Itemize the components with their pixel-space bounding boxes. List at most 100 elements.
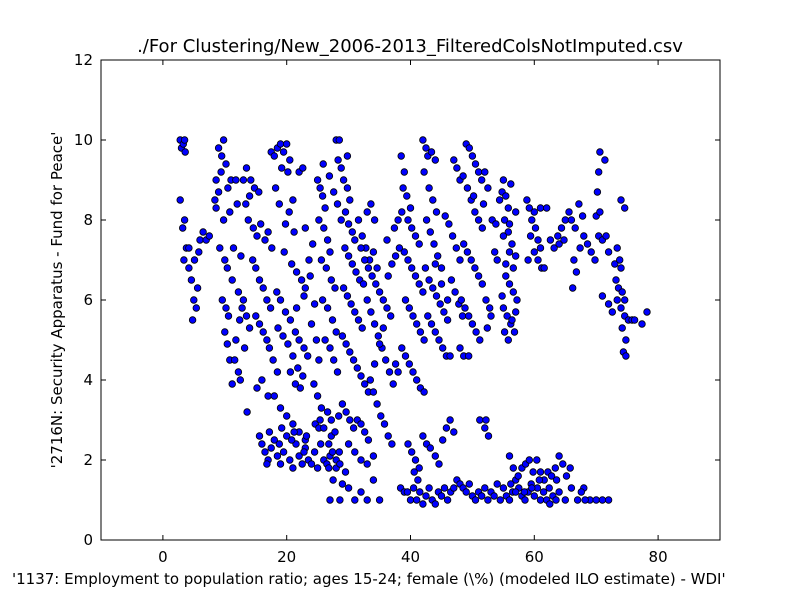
data-point-422 xyxy=(476,336,484,344)
data-point-345 xyxy=(398,344,406,352)
data-point-6 xyxy=(180,216,189,224)
data-point-19 xyxy=(205,232,213,240)
data-point-341 xyxy=(409,312,417,320)
data-point-284 xyxy=(373,264,381,272)
data-point-27 xyxy=(217,168,225,176)
data-point-427 xyxy=(481,168,489,176)
data-point-380 xyxy=(435,336,443,344)
data-point-238 xyxy=(337,164,345,172)
data-point-103 xyxy=(285,208,293,216)
data-point-21 xyxy=(190,256,199,264)
data-point-332 xyxy=(415,240,423,248)
data-point-39 xyxy=(221,256,229,264)
data-point-537 xyxy=(403,488,412,496)
data-point-498 xyxy=(580,232,588,240)
data-point-35 xyxy=(232,176,240,184)
data-point-338 xyxy=(419,288,427,296)
data-point-32 xyxy=(219,216,228,224)
data-point-17 xyxy=(199,228,207,236)
data-point-403 xyxy=(471,160,480,168)
data-point-119 xyxy=(291,328,300,336)
data-point-295 xyxy=(383,304,391,312)
data-point-441 xyxy=(502,192,510,200)
data-point-520 xyxy=(613,296,621,304)
data-point-542 xyxy=(419,500,427,508)
data-point-252 xyxy=(343,292,352,300)
data-point-477 xyxy=(540,264,548,272)
data-point-208 xyxy=(317,256,326,264)
data-point-467 xyxy=(523,196,531,204)
axis-ticks: 0 20 40 60 80 0 2 4 6 8 10 12 xyxy=(74,51,720,566)
data-point-323 xyxy=(398,208,406,216)
data-point-225 xyxy=(335,412,343,420)
data-point-179 xyxy=(338,480,347,488)
data-point-23 xyxy=(214,144,223,152)
chart-title: ./For Clustering/New_2006-2013_FilteredC… xyxy=(137,36,683,57)
data-point-120 xyxy=(295,336,303,344)
data-point-201 xyxy=(316,184,324,192)
data-point-470 xyxy=(531,224,540,232)
data-point-159 xyxy=(276,460,285,468)
data-point-30 xyxy=(211,196,219,204)
data-point-80 xyxy=(259,284,267,292)
data-point-525 xyxy=(630,316,639,324)
data-point-575 xyxy=(521,496,529,504)
data-point-504 xyxy=(602,232,610,240)
data-point-243 xyxy=(344,220,353,228)
data-point-585 xyxy=(552,496,560,504)
data-point-42 xyxy=(218,296,226,304)
data-point-443 xyxy=(507,180,515,188)
data-point-458 xyxy=(508,316,516,324)
data-point-314 xyxy=(375,340,384,348)
data-point-589 xyxy=(573,496,582,504)
data-point-489 xyxy=(560,236,568,244)
data-point-182 xyxy=(265,428,274,436)
data-point-588 xyxy=(567,484,576,492)
data-point-563 xyxy=(484,496,492,504)
data-point-322 xyxy=(394,216,402,224)
data-point-40 xyxy=(223,264,231,272)
data-point-55 xyxy=(238,304,246,312)
data-point-413 xyxy=(467,256,475,264)
data-point-550 xyxy=(443,496,452,504)
data-point-146 xyxy=(312,336,321,344)
data-point-51 xyxy=(228,380,236,388)
data-point-478 xyxy=(530,208,538,216)
data-point-262 xyxy=(357,372,365,380)
data-point-614 xyxy=(505,452,514,460)
data-point-431 xyxy=(486,304,494,312)
data-point-190 xyxy=(288,436,296,444)
data-point-43 xyxy=(222,304,230,312)
data-point-135 xyxy=(291,380,300,388)
data-point-452 xyxy=(499,304,508,312)
data-point-94 xyxy=(270,152,278,160)
data-point-381 xyxy=(439,344,447,352)
data-point-326 xyxy=(399,184,407,192)
data-point-191 xyxy=(300,448,308,456)
data-point-330 xyxy=(408,224,416,232)
data-point-611 xyxy=(481,424,489,432)
data-point-343 xyxy=(416,328,425,336)
data-point-566 xyxy=(493,480,501,488)
data-point-71 xyxy=(249,224,257,232)
data-point-193 xyxy=(326,496,334,504)
data-point-383 xyxy=(446,352,454,360)
data-point-74 xyxy=(261,236,269,244)
data-point-420 xyxy=(468,320,477,328)
data-point-244 xyxy=(348,228,356,236)
x-tick-label: 80 xyxy=(649,548,668,566)
data-point-64 xyxy=(242,164,251,172)
data-point-267 xyxy=(346,416,354,424)
data-point-483 xyxy=(550,244,558,252)
data-point-117 xyxy=(281,308,290,316)
data-point-248 xyxy=(348,260,356,268)
data-point-306 xyxy=(369,388,378,396)
data-point-290 xyxy=(364,264,373,272)
data-point-377 xyxy=(424,312,432,320)
data-point-475 xyxy=(534,256,542,264)
data-point-227 xyxy=(328,448,337,456)
data-point-271 xyxy=(361,428,369,436)
data-point-234 xyxy=(337,216,345,224)
data-point-536 xyxy=(608,308,616,316)
data-point-633 xyxy=(520,488,529,496)
